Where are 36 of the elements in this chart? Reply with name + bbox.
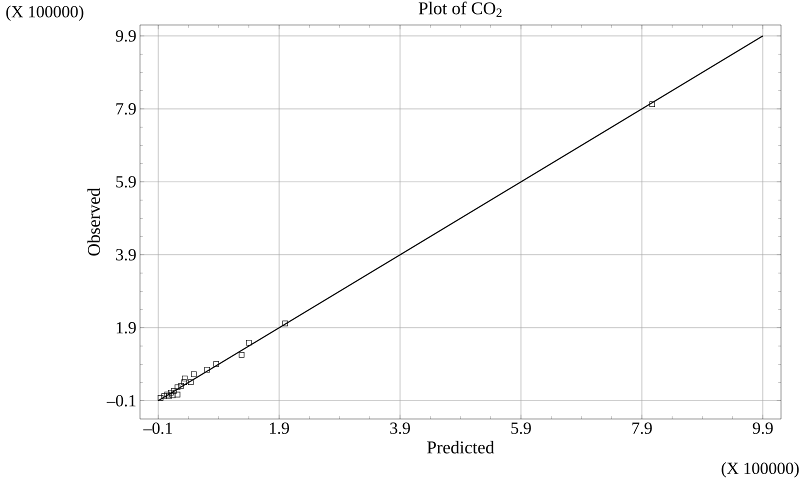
point: [164, 392, 170, 398]
x-tick-label: 9.9: [752, 422, 773, 434]
chart-title: Plot of CO$_{2}$: [418, 2, 502, 17]
point: [182, 376, 188, 382]
point: [168, 390, 174, 396]
x-axis-title: Predicted: [427, 440, 494, 454]
y-axis-title: Observed: [87, 188, 100, 256]
point: [246, 340, 252, 346]
point: [238, 352, 244, 358]
point: [174, 384, 180, 390]
x-tick-label: 7.9: [632, 422, 652, 434]
x-tick-label: 5.9: [511, 422, 531, 434]
point: [649, 101, 655, 107]
x-tick-label: –0.1: [143, 422, 172, 434]
y-tick-label: 3.9: [116, 249, 136, 261]
point: [174, 392, 180, 398]
y-tick-label: 9.9: [116, 30, 136, 42]
y-tick-label: –0.1: [106, 395, 136, 407]
point: [282, 320, 288, 326]
point: [171, 388, 177, 394]
point: [161, 393, 167, 399]
text: (X 100000): [722, 462, 799, 478]
text: (X 100000): [6, 6, 84, 21]
point: [181, 379, 187, 385]
x-tick-label: 1.9: [270, 422, 289, 434]
x-tick-label: 3.9: [390, 422, 410, 434]
point: [170, 392, 176, 398]
point: [188, 379, 194, 385]
point: [191, 371, 197, 377]
point: [178, 383, 184, 389]
y-tick-label: 7.9: [116, 103, 136, 115]
point: [204, 366, 210, 373]
y-tick-label: 5.9: [116, 176, 136, 188]
point: [213, 361, 219, 367]
y-tick-label: 1.9: [116, 322, 136, 334]
point: [166, 393, 172, 399]
